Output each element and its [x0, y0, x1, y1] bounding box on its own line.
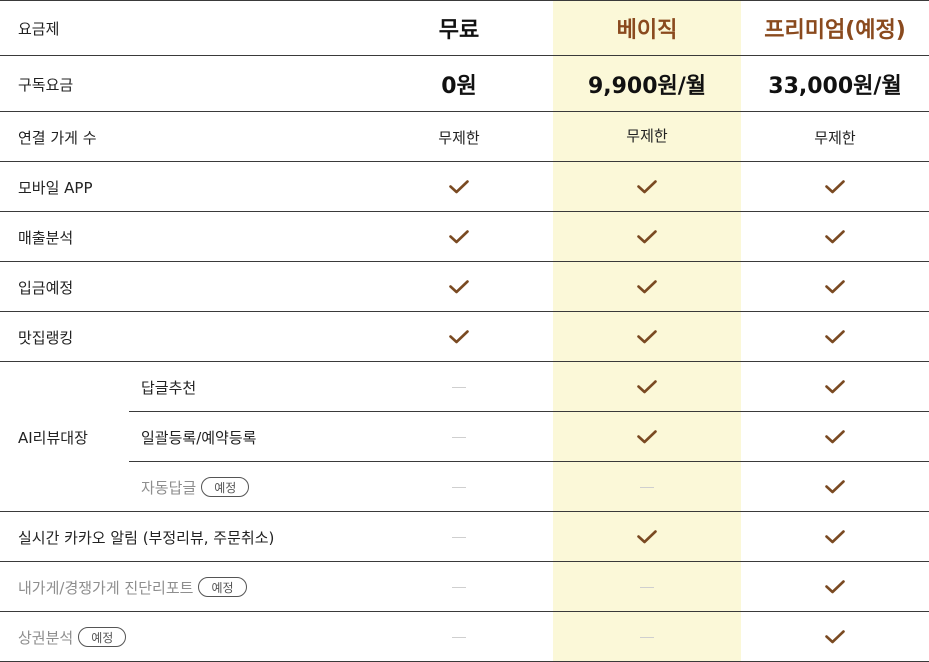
feature-label-text: 모바일 APP	[18, 178, 93, 197]
feature-label: 내가게/경쟁가게 진단리포트 예정	[18, 562, 247, 612]
planned-badge: 예정	[198, 577, 247, 597]
rule	[0, 111, 929, 112]
rule-sub	[129, 461, 929, 462]
check-icon	[553, 312, 741, 362]
rule	[0, 561, 929, 562]
planned-badge: 예정	[78, 627, 127, 647]
check-icon	[365, 162, 553, 212]
check-icon	[741, 562, 929, 612]
feature-label: 매출분석	[18, 212, 73, 262]
price-basic: 9,900원/월	[587, 74, 707, 99]
plan-basic-title: 베이직	[616, 18, 678, 43]
feature-label: 실시간 카카오 알림 (부정리뷰, 주문취소)	[18, 512, 274, 562]
feature-label: 일괄등록/예약등록	[141, 412, 256, 462]
dash-icon	[553, 562, 741, 612]
plan-free-title: 무료	[438, 18, 480, 43]
price-free: 0원	[441, 74, 477, 99]
check-icon	[553, 512, 741, 562]
store-count-free: 무제한	[438, 128, 480, 147]
feature-label-text: 자동답글	[141, 478, 197, 497]
price-label: 구독요금	[18, 75, 74, 94]
check-icon	[741, 212, 929, 262]
check-icon	[365, 212, 553, 262]
feature-label-text: 상권분석	[18, 628, 74, 647]
dash-icon	[365, 462, 553, 512]
check-icon	[741, 312, 929, 362]
feature-label-text: 매출분석	[18, 228, 74, 247]
dash-icon	[365, 412, 553, 462]
check-icon	[741, 262, 929, 312]
feature-label: 모바일 APP	[18, 162, 93, 212]
dash-icon	[553, 462, 741, 512]
plan-premium-title: 프리미엄(예정)	[764, 18, 906, 43]
check-icon	[741, 512, 929, 562]
feature-label-text: 실시간 카카오 알림 (부정리뷰, 주문취소)	[18, 528, 275, 547]
check-icon	[553, 162, 741, 212]
header-label: 요금제	[18, 19, 60, 38]
dash-icon	[553, 612, 741, 662]
price-premium: 33,000원/월	[768, 74, 902, 99]
ai-group-label: AI리뷰대장	[18, 428, 88, 447]
rule	[0, 311, 929, 312]
check-icon	[741, 612, 929, 662]
check-icon	[553, 412, 741, 462]
feature-label: 맛집랭킹	[18, 312, 73, 362]
check-icon	[553, 262, 741, 312]
feature-label: 상권분석 예정	[18, 612, 127, 662]
check-icon	[741, 412, 929, 462]
feature-label-text: 답글추천	[141, 378, 197, 397]
rule	[0, 211, 929, 212]
rule	[0, 361, 929, 362]
dash-icon	[365, 612, 553, 662]
store-count-label: 연결 가게 수	[18, 128, 97, 147]
check-icon	[741, 462, 929, 512]
store-count-basic: 무제한	[626, 126, 668, 145]
planned-badge: 예정	[201, 477, 250, 497]
dash-icon	[365, 562, 553, 612]
dash-icon	[365, 362, 553, 412]
feature-label: 자동답글 예정	[141, 462, 250, 512]
feature-label: 답글추천	[141, 362, 196, 412]
rule	[0, 611, 929, 612]
check-icon	[365, 312, 553, 362]
rule	[0, 161, 929, 162]
feature-label-text: 맛집랭킹	[18, 328, 74, 347]
check-icon	[553, 362, 741, 412]
feature-label: 입금예정	[18, 262, 73, 312]
check-icon	[365, 262, 553, 312]
basic-plan-highlight	[553, 0, 741, 662]
check-icon	[741, 162, 929, 212]
check-icon	[741, 362, 929, 412]
check-icon	[553, 212, 741, 262]
rule-top	[0, 0, 929, 1]
rule-sub	[129, 411, 929, 412]
feature-label-text: 내가게/경쟁가게 진단리포트	[18, 578, 194, 597]
store-count-premium: 무제한	[814, 128, 856, 147]
rule	[0, 511, 929, 512]
feature-label-text: 입금예정	[18, 278, 74, 297]
rule	[0, 261, 929, 262]
feature-label-text: 일괄등록/예약등록	[141, 428, 257, 447]
dash-icon	[365, 512, 553, 562]
rule	[0, 55, 929, 56]
